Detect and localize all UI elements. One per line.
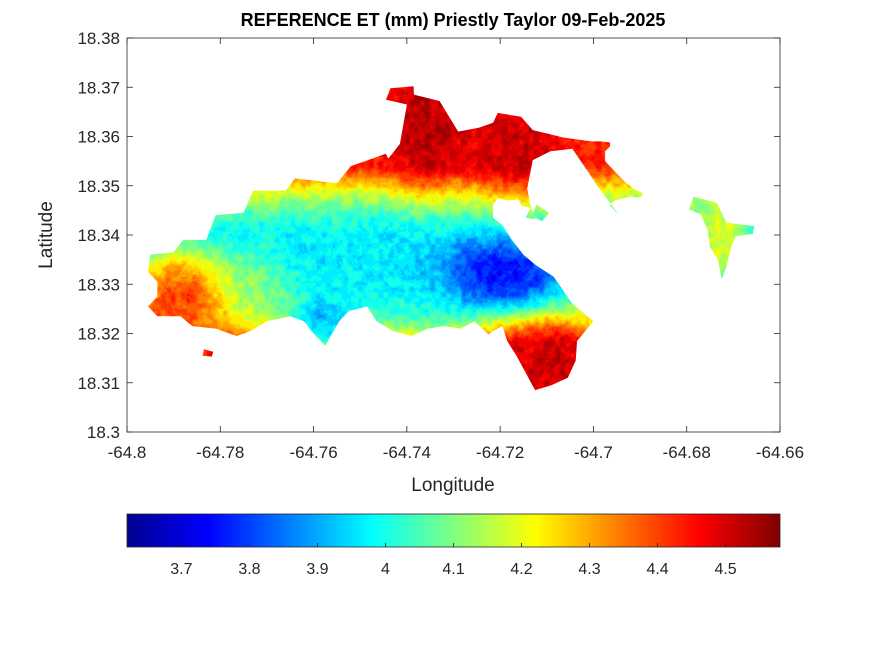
y-axis-ticks: 18.3 18.31 18.32 18.33 18.34 18.35 18.36 18.37 1… xyxy=(77,29,780,442)
y-axis-label: Latitude xyxy=(36,201,57,269)
x-tick-label: -64.76 xyxy=(289,443,337,462)
y-tick-label: 18.38 xyxy=(77,29,120,48)
x-tick-label: -64.78 xyxy=(196,443,244,462)
colorbar xyxy=(127,514,780,547)
x-tick-label: -64.68 xyxy=(663,443,711,462)
x-tick-label: -64.66 xyxy=(756,443,804,462)
colorbar-tick-label: 4.4 xyxy=(646,561,668,578)
colorbar-tick-label: 4.5 xyxy=(714,561,736,578)
colorbar-tick-label: 4.2 xyxy=(510,561,532,578)
colorbar-tick-label: 3.8 xyxy=(238,561,260,578)
x-tick-label: -64.7 xyxy=(574,443,613,462)
x-tick-label: -64.8 xyxy=(108,443,147,462)
x-axis-ticks: -64.8 -64.78 -64.76 -64.74 -64.72 -64.7 -64.68… xyxy=(108,38,804,462)
y-tick-label: 18.32 xyxy=(77,325,120,344)
y-tick-label: 18.3 xyxy=(87,423,120,442)
y-tick-label: 18.31 xyxy=(77,374,120,393)
colorbar-tick-label: 3.7 xyxy=(170,561,192,578)
colorbar-tick-label: 4 xyxy=(381,561,390,578)
y-tick-label: 18.37 xyxy=(77,78,120,97)
chart-title: REFERENCE ET (mm) Priestly Taylor 09-Feb… xyxy=(241,10,666,30)
y-tick-label: 18.36 xyxy=(77,128,120,147)
colorbar-tick-label: 3.9 xyxy=(306,561,328,578)
colorbar-tick-label: 4.1 xyxy=(442,561,464,578)
x-axis-label: Longitude xyxy=(411,475,494,496)
colorbar-tick-label: 4.3 xyxy=(578,561,600,578)
y-tick-label: 18.35 xyxy=(77,177,120,196)
x-tick-label: -64.72 xyxy=(476,443,524,462)
y-tick-label: 18.33 xyxy=(77,275,120,294)
x-tick-label: -64.74 xyxy=(383,443,431,462)
y-tick-label: 18.34 xyxy=(77,226,120,245)
colorbar-ticks: 3.7 3.8 3.9 4 4.1 4.2 4.3 4.4 4.5 xyxy=(170,543,737,578)
